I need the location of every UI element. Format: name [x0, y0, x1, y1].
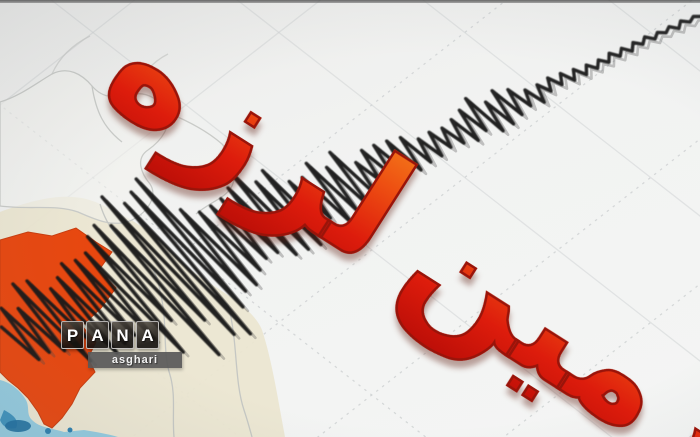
pana-watermark: P A N A asghari — [61, 321, 182, 368]
province-borders — [0, 35, 236, 224]
pana-letter-tile: A — [136, 321, 159, 349]
pana-letter: A — [141, 325, 154, 345]
watermark-credit-bar: asghari — [88, 352, 182, 368]
seismograph-main-trace — [0, 14, 700, 363]
pana-letter-tile: N — [111, 321, 134, 349]
pana-letter-tile: A — [86, 321, 109, 349]
pana-letter: A — [91, 325, 104, 345]
pana-letter: P — [66, 325, 79, 345]
gulf-islands — [0, 410, 73, 434]
watermark-credit-text: asghari — [111, 354, 159, 366]
top-edge-strip — [0, 0, 700, 3]
persian-gulf-water — [0, 380, 118, 437]
pana-logo-tiles: P A N A — [61, 321, 159, 349]
pana-letter-tile: P — [61, 321, 84, 349]
pana-letter: N — [116, 325, 129, 345]
